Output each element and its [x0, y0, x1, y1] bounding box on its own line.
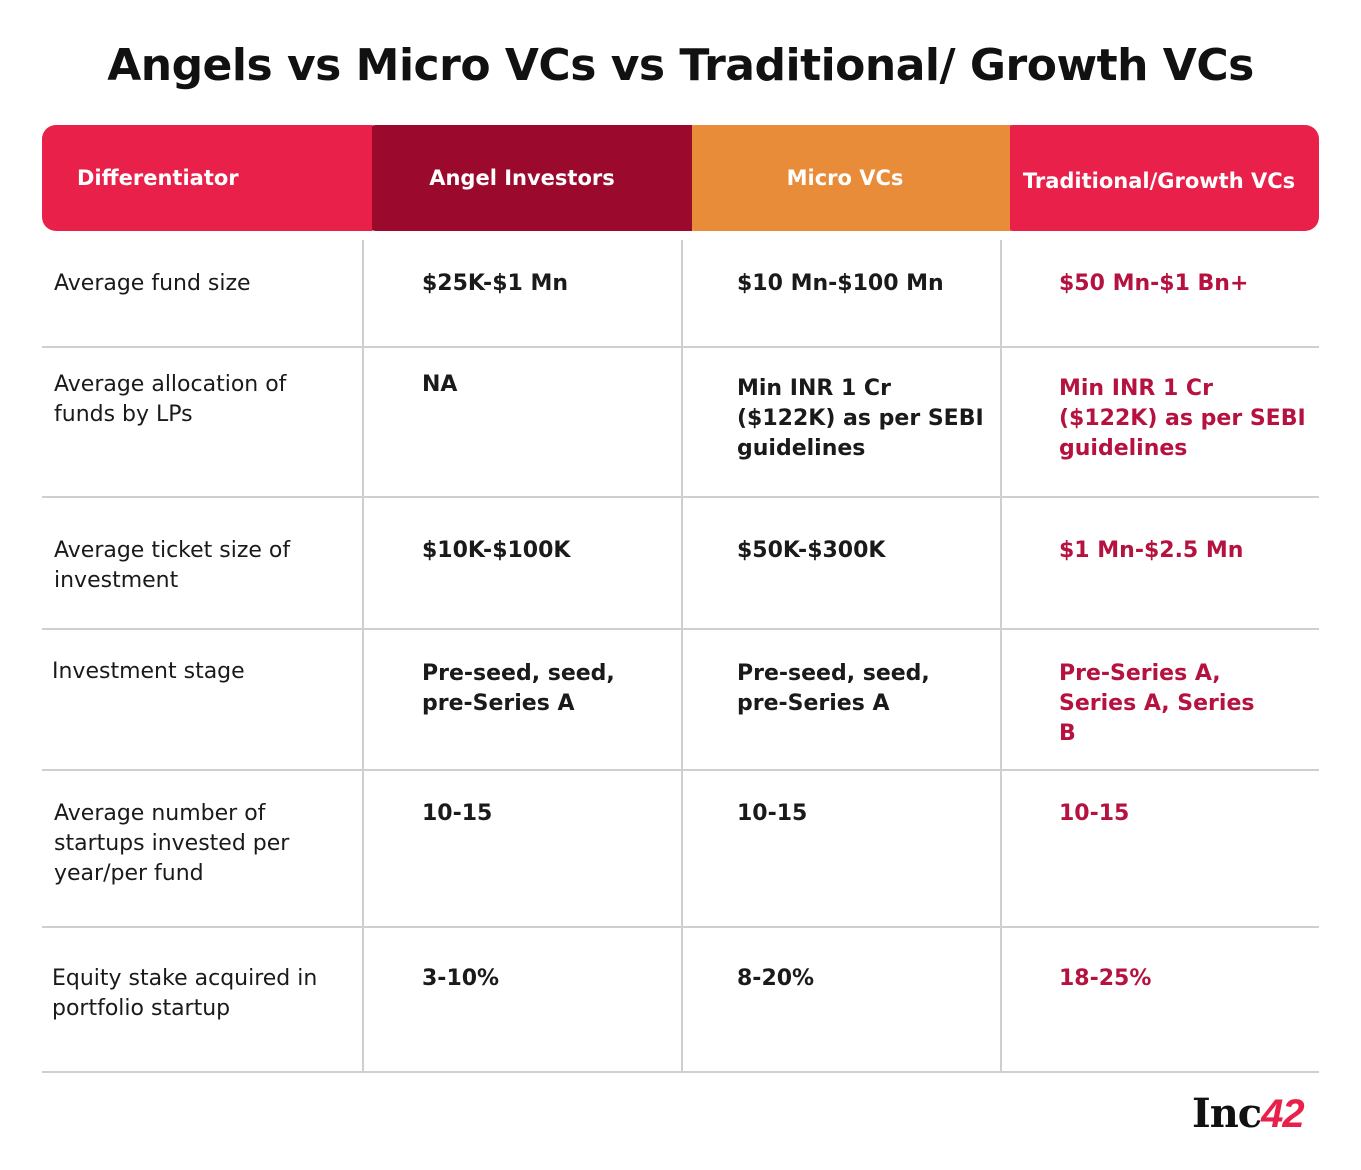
row-label: Equity stake acquired in portfolio start… [52, 966, 318, 1021]
traditional-value: Min INR 1 Cr ($122K) as per SEBI guideli… [1000, 348, 1319, 496]
header-angel-investors: Angel Investors [362, 125, 692, 231]
row-label: Average ticket size of investment [54, 538, 291, 593]
angel-value: 10-15 [362, 771, 681, 926]
table-row: Average fund size $25K-$1 Mn $10 Mn-$100… [42, 240, 1319, 348]
traditional-value: 18-25% [1000, 928, 1319, 1071]
header-micro-label: Micro VCs [786, 166, 904, 190]
table-row: Average number of startups invested per … [42, 771, 1319, 928]
angel-value: $25K-$1 Mn [362, 240, 681, 346]
header-traditional-vcs: Traditional/Growth VCs [999, 125, 1319, 231]
micro-value: Min INR 1 Cr ($122K) as per SEBI guideli… [681, 348, 1000, 496]
row-label: Average allocation of funds by LPs [54, 372, 287, 427]
micro-value: 10-15 [681, 771, 1000, 926]
row-label: Average number of startups invested per … [54, 801, 290, 886]
micro-value: 8-20% [681, 928, 1000, 1071]
table-row: Average allocation of funds by LPs NA Mi… [42, 348, 1319, 498]
angel-value: NA [362, 348, 681, 496]
angel-value: $10K-$100K [362, 498, 681, 628]
row-label: Average fund size [54, 271, 251, 296]
row-label: Investment stage [52, 659, 245, 684]
header-angel-label: Angel Investors [429, 166, 615, 190]
traditional-value: 10-15 [1000, 771, 1319, 926]
micro-value: Pre-seed, seed, pre-Series A [681, 630, 1000, 769]
table-row: Investment stage Pre-seed, seed, pre-Ser… [42, 630, 1319, 771]
micro-value: $50K-$300K [681, 498, 1000, 628]
header-micro-vcs: Micro VCs [680, 125, 1010, 231]
traditional-value: Pre-Series A, Series A, Series B [1000, 630, 1319, 769]
traditional-value: $50 Mn-$1 Bn+ [1000, 240, 1319, 346]
page-title: Angels vs Micro VCs vs Traditional/ Grow… [107, 40, 1254, 91]
micro-value: $10 Mn-$100 Mn [681, 240, 1000, 346]
header-traditional-label: Traditional/Growth VCs [1022, 169, 1296, 193]
angel-value: Pre-seed, seed, pre-Series A [362, 630, 681, 769]
traditional-value: $1 Mn-$2.5 Mn [1000, 498, 1319, 628]
logo-number: 42 [1261, 1092, 1304, 1136]
table-header: Traditional/Growth VCs Micro VCs Angel I… [42, 125, 1319, 231]
table-row: Average ticket size of investment $10K-$… [42, 498, 1319, 630]
table-row: Equity stake acquired in portfolio start… [42, 928, 1319, 1073]
comparison-table: Average fund size $25K-$1 Mn $10 Mn-$100… [42, 240, 1319, 1073]
logo-text: Inc [1192, 1090, 1262, 1137]
angel-value: 3-10% [362, 928, 681, 1071]
header-differentiator-label: Differentiator [77, 166, 239, 190]
header-differentiator: Differentiator [42, 125, 372, 231]
inc42-logo: Inc42 [1192, 1090, 1305, 1137]
